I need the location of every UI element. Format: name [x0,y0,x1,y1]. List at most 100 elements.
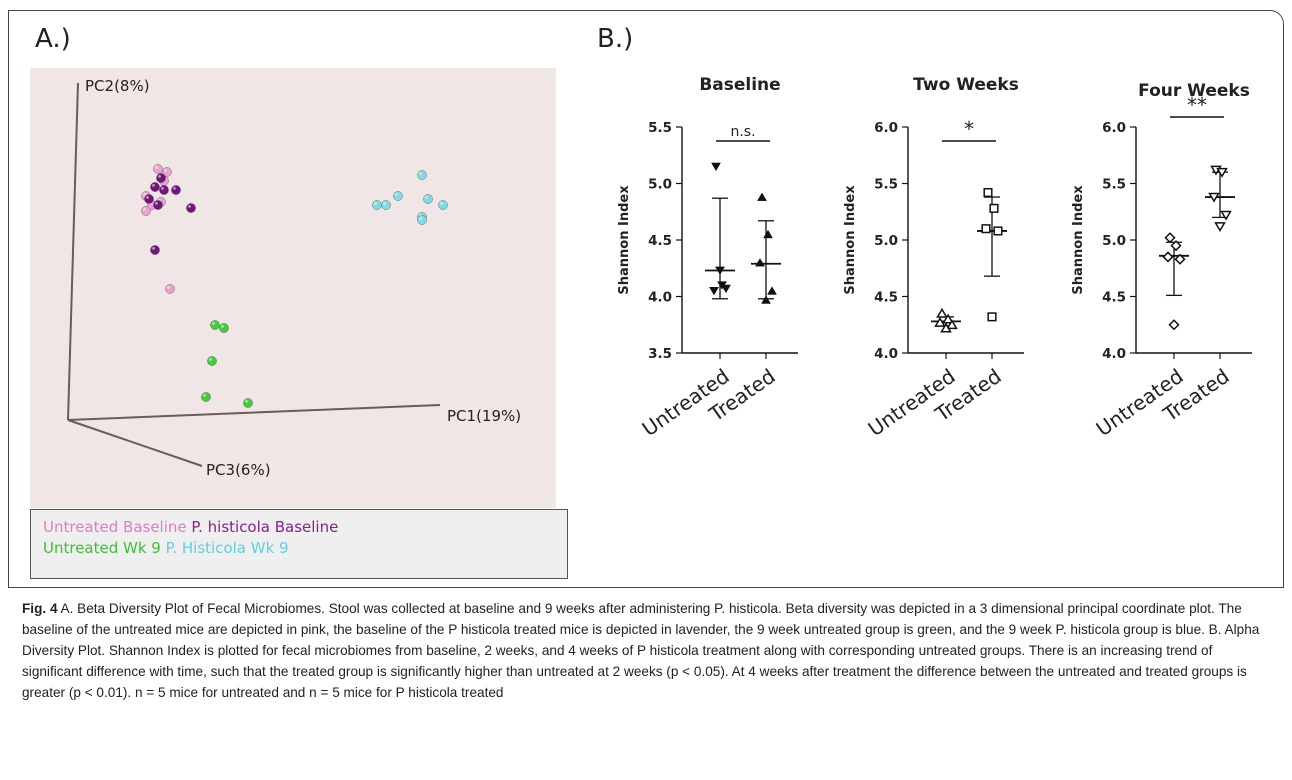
data-point [1168,319,1180,331]
legend-row-week9: Untreated Wk 9 P. Histicola Wk 9 [43,538,555,559]
pcoa-point [423,194,433,204]
pc1-axis-label: PC1(19%) [447,407,521,425]
data-point [936,307,948,318]
y-tick-label: 4.5 [648,233,672,249]
pcoa-point [159,185,169,195]
y-axis-label: Shannon Index [617,185,632,295]
pc2-axis-line [67,82,79,421]
panel-b-label: B.) [597,24,634,54]
y-tick-label: 5.0 [874,233,898,249]
pc1-axis-line [67,404,441,421]
data-point [1220,210,1232,221]
data-point [981,224,991,234]
data-point [993,226,1003,236]
y-tick-label: 5.5 [874,177,898,193]
data-point [757,192,767,201]
pcoa-point [162,167,172,177]
pcoa-point [171,185,181,195]
data-point [983,187,993,198]
data-point [934,316,946,327]
data-point [940,322,952,333]
data-point [1208,192,1220,203]
data-point [1216,167,1228,178]
data-point [709,287,719,296]
data-point [761,295,771,304]
pcoa-point [156,173,166,183]
y-tick-label: 5.5 [648,120,672,136]
data-point [1214,222,1226,232]
pcoa-point [153,200,163,210]
legend-p-histicola-baseline: P. histicola Baseline [191,518,339,536]
chart-title: Baseline [699,75,780,95]
chart-title: Two Weeks [913,75,1019,95]
data-point [1164,232,1176,244]
pcoa-point [210,320,220,330]
pcoa-point [393,191,403,201]
caption-text: A. Beta Diversity Plot of Fecal Microbio… [22,601,1260,700]
pcoa-point [150,245,160,255]
pcoa-legend: Untreated Baseline P. histicola Baseline… [30,509,568,579]
pc3-axis-line [67,419,203,467]
y-axis-label: Shannon Index [843,185,858,295]
y-axis-label: Shannon Index [1071,185,1086,295]
significance-label: n.s. [730,124,755,140]
pcoa-point [417,215,427,225]
pcoa-point [219,323,229,333]
chart-title: Four Weeks [1138,81,1250,101]
data-point [755,258,765,267]
pcoa-point [207,356,217,366]
panel-a-label: A.) [35,24,71,54]
legend-untreated-wk9: Untreated Wk 9 [43,539,161,557]
pcoa-point [243,398,253,408]
pcoa-plot: PC2(8%) PC1(19%) PC3(6%) [30,68,556,508]
figure-caption: Fig. 4 A. Beta Diversity Plot of Fecal M… [22,598,1272,703]
legend-untreated-baseline: Untreated Baseline [43,518,187,536]
y-tick-label: 5.0 [1102,233,1126,249]
data-point [1174,253,1186,265]
data-point [763,229,773,239]
legend-p-histicola-wk9: P. Histicola Wk 9 [165,539,289,557]
pcoa-point [372,200,382,210]
data-point [721,284,731,294]
caption-figure-label: Fig. 4 [22,601,58,616]
pcoa-point [150,182,160,192]
y-tick-label: 5.0 [648,177,672,193]
y-tick-label: 3.5 [648,346,672,362]
pcoa-point [201,392,211,402]
y-tick-label: 4.0 [1102,346,1126,362]
pcoa-point [144,194,154,204]
y-tick-label: 4.0 [874,346,898,362]
pc2-axis-label: PC2(8%) [85,77,150,95]
pcoa-background [30,68,556,508]
data-point [767,286,777,295]
pcoa-point [153,164,163,174]
significance-label: * [964,117,974,141]
pcoa-point [417,170,427,180]
pcoa-point [438,200,448,210]
pcoa-point [186,203,196,213]
data-point [1170,240,1182,252]
pcoa-point [141,206,151,216]
y-tick-label: 4.0 [648,290,672,306]
data-point [987,312,997,322]
data-point [989,203,999,213]
data-point [715,266,725,276]
pcoa-point [381,200,391,210]
figure-frame [8,10,1284,588]
legend-row-baseline: Untreated Baseline P. histicola Baseline [43,517,555,538]
data-point [711,162,721,172]
pcoa-point [165,284,175,294]
pc3-axis-label: PC3(6%) [206,461,271,479]
y-tick-label: 4.5 [874,290,898,306]
y-tick-label: 6.0 [1102,120,1126,136]
data-point [942,313,954,324]
data-point [1162,251,1174,263]
significance-label: ** [1187,93,1207,117]
data-point [946,319,958,330]
y-tick-label: 4.5 [1102,290,1126,306]
y-tick-label: 6.0 [874,120,898,136]
y-tick-label: 5.5 [1102,177,1126,193]
